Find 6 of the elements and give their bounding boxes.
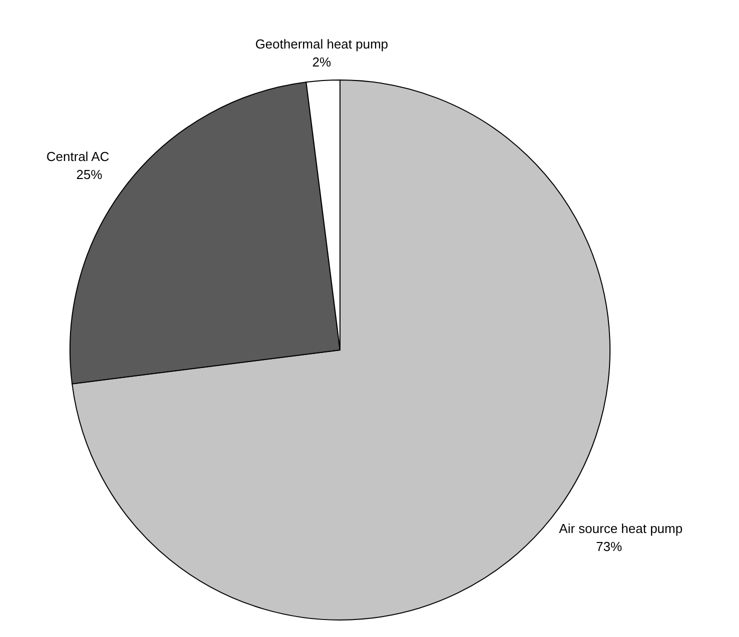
slice-label: Air source heat pump [559,521,683,536]
data-label: 25% [76,167,103,182]
slice-label: Geothermal heat pump [255,36,388,52]
data-label: 73% [596,539,622,554]
slice-label: Central AC [46,149,110,164]
data-label: 2% [312,54,332,70]
